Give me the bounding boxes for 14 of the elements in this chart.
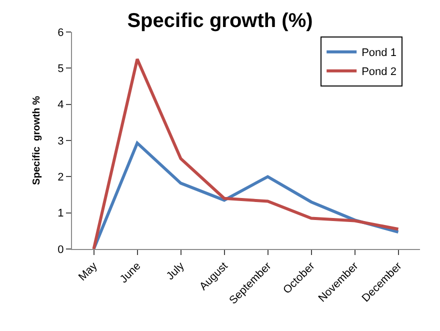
line-series (92, 58, 400, 249)
y-tick-label: 1 (58, 208, 64, 220)
y-tick-label: 5 (58, 63, 64, 76)
y-tick-label: 2 (58, 172, 64, 184)
y-tick-label: 4 (58, 99, 64, 112)
chart-title: Specific growth (%) (127, 10, 313, 32)
legend-label: Pond 1 (362, 47, 396, 60)
x-tick-label: May (76, 260, 100, 284)
y-tick-label: 6 (58, 26, 64, 39)
y-tick-label: 3 (58, 135, 64, 148)
x-tick-label: July (164, 260, 188, 283)
y-axis-title: Specific growth % (32, 96, 43, 185)
legend-label: Pond 2 (362, 66, 396, 78)
y-tick-label: 0 (58, 244, 64, 256)
